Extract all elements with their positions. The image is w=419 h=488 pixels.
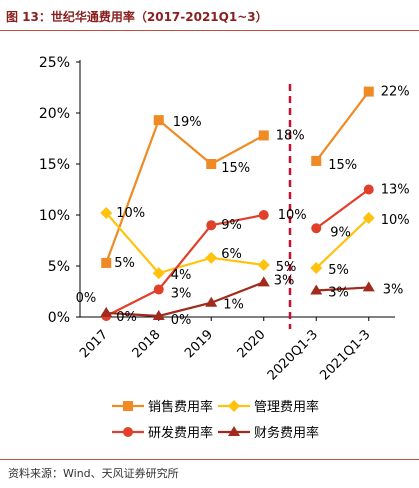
data-label: 10% [116, 206, 145, 221]
data-point [257, 276, 270, 287]
series-lines [105, 90, 370, 318]
data-point [206, 159, 217, 169]
data-label: 4% [171, 268, 192, 283]
data-point [258, 130, 269, 141]
data-label: 15% [221, 161, 250, 176]
data-point [311, 223, 322, 234]
x-tick-label: 2017 [77, 327, 111, 361]
data-point [205, 296, 218, 307]
series-line [315, 217, 370, 269]
series-line [315, 90, 370, 162]
chart-title: 图 13：世纪华通费用率（2017-2021Q1~3） [6, 10, 268, 24]
data-point [206, 220, 217, 231]
data-label: 0% [171, 313, 192, 328]
y-tick-label: 20% [39, 106, 70, 122]
data-point [153, 115, 164, 126]
data-point [152, 267, 165, 280]
y-tick-label: 5% [48, 259, 70, 275]
data-label: 6% [221, 247, 242, 262]
legend-marker [228, 400, 240, 412]
data-point [152, 309, 165, 320]
data-point [153, 284, 164, 295]
data-label: 22% [381, 85, 410, 100]
data-label: 9% [330, 225, 351, 240]
legend-marker [123, 401, 133, 411]
series-line [105, 118, 265, 264]
data-label: 5% [276, 260, 297, 275]
legend-label: 财务费用率 [254, 425, 319, 441]
data-label: 3% [328, 285, 349, 300]
data-label: 3% [274, 273, 295, 288]
y-tick-label: 10% [39, 208, 70, 224]
data-point [362, 212, 375, 225]
y-tick-label: 15% [39, 157, 70, 173]
data-point [100, 306, 113, 317]
data-point [363, 86, 374, 97]
data-point [100, 206, 113, 219]
data-label: 1% [223, 298, 244, 313]
series-line [105, 212, 264, 275]
data-point [363, 184, 374, 195]
title-divider [0, 30, 419, 31]
data-point [101, 257, 112, 268]
legend-marker [123, 427, 133, 437]
x-tick-label: 2021Q1-3 [317, 327, 373, 383]
legend-label: 管理费用率 [254, 399, 319, 415]
series-line [315, 188, 370, 230]
y-tick-label: 25% [39, 55, 70, 71]
data-label: 0% [116, 310, 137, 325]
y-tick-label: 0% [48, 310, 70, 326]
series-line [316, 286, 369, 292]
legend-label: 销售费用率 [148, 399, 213, 415]
x-tick-label: 2019 [182, 327, 216, 361]
data-label: 0% [76, 291, 97, 306]
data-label: 18% [276, 128, 305, 143]
data-point [205, 251, 218, 264]
data-label: 10% [278, 208, 307, 223]
data-labels: 5% 19% 15% 18% 15% 22% 10% 4% 6% 5% 5% 10% 0% 3% 9% 10%… [76, 85, 410, 328]
data-label: 9% [221, 218, 242, 233]
x-tick-label: 2020Q1-3 [265, 327, 321, 383]
expense-ratio-chart: 0% 5% 10% 15% 20% 25% 2017 2018 2019 20202020Q1-3… [39, 55, 410, 441]
data-label: 19% [173, 115, 202, 130]
data-label: 3% [171, 286, 192, 301]
series-line [105, 213, 264, 317]
series-line [106, 281, 265, 318]
series-markers [100, 86, 375, 321]
data-point [258, 210, 269, 220]
legend-label: 研发费用率 [148, 425, 213, 441]
data-label: 13% [381, 183, 410, 198]
axes: 0% 5% 10% 15% 20% 25% 2017 2018 2019 20202020Q1-3… [39, 55, 395, 383]
data-point [362, 281, 375, 292]
legend-marker [228, 426, 240, 436]
data-label: 5% [114, 256, 135, 271]
data-label: 10% [381, 213, 410, 228]
x-tick-label: 2018 [130, 327, 164, 361]
data-point [311, 155, 322, 166]
data-label: 5% [328, 263, 349, 278]
data-point [257, 258, 270, 271]
x-tick-label: 2020 [235, 327, 269, 361]
source-note: 资料来源：Wind、天风证券研究所 [8, 467, 179, 480]
footer-divider [0, 459, 419, 460]
data-point [310, 284, 323, 295]
data-label: 15% [328, 158, 357, 173]
data-label: 3% [383, 282, 404, 297]
data-point [310, 262, 323, 275]
